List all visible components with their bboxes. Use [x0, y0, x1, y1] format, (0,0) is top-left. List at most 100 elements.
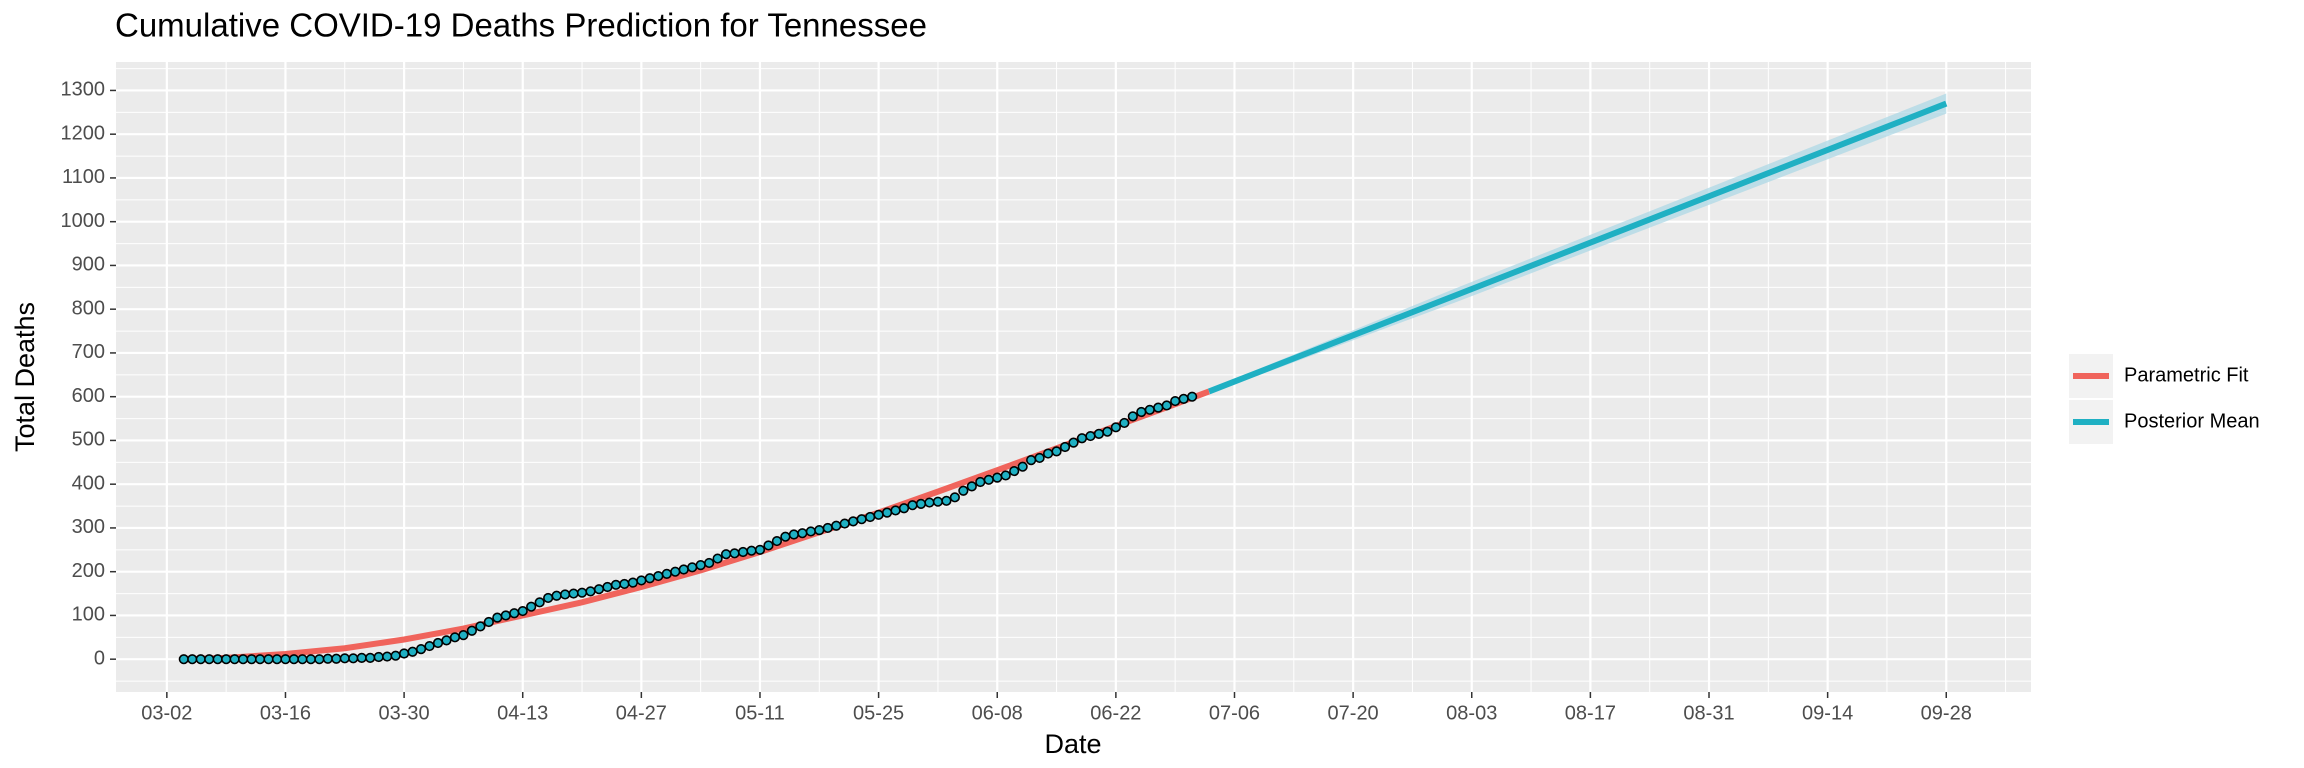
x-tick-label: 05-25 — [853, 702, 904, 724]
data-point — [1051, 446, 1062, 457]
data-point — [602, 581, 613, 593]
y-tick-label: 500 — [72, 429, 105, 451]
data-point — [1178, 393, 1189, 404]
data-point — [746, 545, 757, 556]
data-point — [390, 650, 401, 661]
data-point — [475, 621, 486, 632]
data-point — [576, 587, 588, 598]
data-point — [483, 616, 494, 628]
data-point — [856, 514, 867, 525]
data-point — [348, 653, 359, 664]
data-point — [610, 579, 622, 590]
data-point — [941, 495, 952, 506]
data-point — [907, 500, 918, 511]
data-point — [1161, 400, 1172, 411]
x-tick-label: 04-27 — [616, 702, 667, 724]
data-point — [619, 578, 630, 590]
data-point — [1170, 395, 1181, 407]
data-point — [297, 654, 308, 665]
data-point — [678, 564, 689, 575]
data-point — [839, 518, 850, 529]
data-point — [1187, 391, 1198, 402]
x-tick-label: 08-03 — [1446, 702, 1497, 724]
x-tick-label: 04-13 — [497, 702, 548, 724]
data-point — [305, 654, 316, 665]
y-tick-label: 300 — [72, 516, 105, 538]
legend-label: Parametric Fit — [2124, 364, 2249, 386]
data-point — [492, 612, 503, 623]
x-tick-label: 09-28 — [1921, 702, 1972, 724]
data-point — [246, 654, 257, 665]
data-point — [314, 654, 325, 665]
data-point — [932, 496, 944, 507]
data-point — [441, 635, 452, 646]
data-point — [661, 568, 672, 579]
legend-label: Posterior Mean — [2124, 410, 2260, 432]
x-tick-label: 03-02 — [141, 702, 192, 724]
data-point — [543, 592, 554, 604]
data-point — [280, 654, 291, 665]
data-point — [1144, 404, 1155, 415]
data-point — [975, 476, 986, 488]
y-tick-label: 100 — [72, 604, 105, 626]
data-point — [398, 648, 410, 659]
data-point — [1136, 406, 1147, 418]
data-point — [534, 597, 545, 608]
data-point — [695, 560, 706, 571]
data-point — [1017, 461, 1028, 472]
x-tick-label: 08-31 — [1683, 702, 1734, 724]
data-point — [848, 516, 859, 527]
x-tick-label: 07-06 — [1209, 702, 1260, 724]
data-point — [339, 653, 350, 664]
y-tick-label: 900 — [72, 254, 105, 276]
data-point — [568, 588, 579, 599]
plot-panel — [116, 62, 2031, 692]
data-point — [788, 529, 799, 540]
data-point — [449, 632, 461, 643]
data-point — [551, 590, 562, 601]
data-point — [415, 644, 427, 655]
data-point — [212, 654, 223, 665]
y-tick-label: 800 — [72, 297, 105, 319]
data-point — [373, 651, 384, 663]
data-point — [517, 605, 528, 617]
data-point — [636, 575, 647, 586]
x-axis-label: Date — [1044, 729, 1101, 759]
data-point — [382, 651, 393, 662]
y-tick-label: 0 — [94, 647, 105, 669]
data-point — [771, 535, 783, 547]
data-point — [509, 608, 520, 619]
data-point — [729, 548, 740, 559]
data-point — [831, 520, 842, 531]
data-point — [754, 544, 766, 555]
data-point — [915, 498, 927, 509]
data-point — [1059, 441, 1071, 453]
data-point — [407, 646, 418, 657]
x-tick-label: 07-20 — [1328, 702, 1379, 724]
data-point — [720, 549, 732, 560]
data-point — [195, 654, 206, 665]
data-point — [873, 509, 884, 520]
data-point — [814, 525, 825, 536]
data-point — [1127, 411, 1138, 422]
x-tick-label: 03-30 — [379, 702, 430, 724]
data-point — [322, 653, 333, 664]
data-point — [1000, 470, 1011, 481]
data-point — [924, 497, 935, 508]
data-point — [356, 652, 367, 663]
data-point — [424, 640, 435, 652]
series-line — [1207, 100, 1948, 395]
data-point — [458, 630, 469, 641]
data-point — [865, 511, 876, 523]
data-point — [187, 654, 198, 665]
data-point — [221, 654, 232, 665]
data-point — [1110, 422, 1121, 433]
data-point — [949, 492, 960, 503]
y-tick-label: 1200 — [61, 122, 106, 144]
data-point — [229, 654, 240, 665]
data-point — [254, 654, 266, 665]
data-point — [822, 522, 833, 534]
data-point — [797, 528, 808, 539]
data-point — [1119, 417, 1130, 429]
data-point — [653, 570, 664, 582]
